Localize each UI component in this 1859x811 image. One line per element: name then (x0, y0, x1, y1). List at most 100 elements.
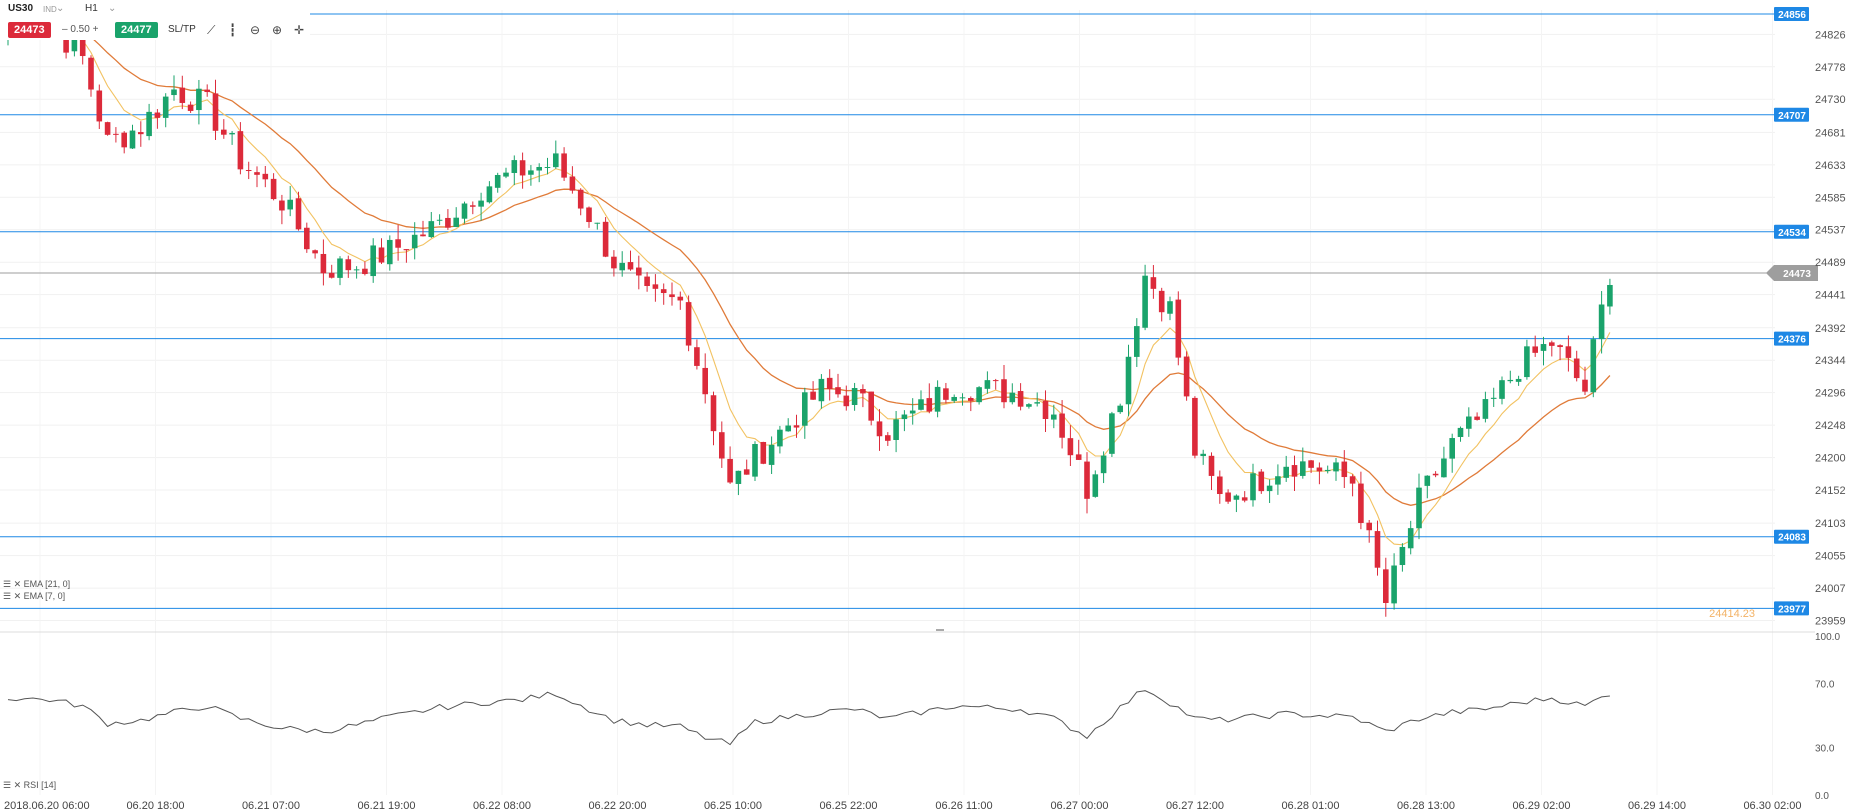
lot-minus-icon[interactable]: – (62, 24, 68, 35)
sell-price-button[interactable]: 24473 (8, 22, 51, 38)
price-tick-label: 24537 (1815, 225, 1846, 237)
candle-body (1416, 487, 1422, 529)
time-axis[interactable]: 2018.06.20 06:00 06.20 18:00 06.21 07:00 06… (4, 800, 1802, 811)
candle-body (901, 414, 908, 420)
zoom-out-icon[interactable]: ⊖ (250, 23, 261, 37)
candle-body (685, 302, 692, 346)
candle-body (569, 176, 576, 191)
rsi-legend-text: RSI [14] (23, 780, 57, 790)
level-tag-bg (1774, 107, 1809, 122)
candle-body (179, 87, 186, 103)
time-tick-label: 06.25 22:00 (819, 800, 877, 811)
candle-body (378, 247, 385, 263)
candle-body (1391, 565, 1397, 604)
candle-body (677, 296, 684, 301)
candle-body (162, 96, 169, 118)
time-tick-label: 06.21 19:00 (357, 800, 415, 811)
candle-body (328, 272, 335, 278)
candle-body (777, 429, 783, 447)
candle-body (1308, 460, 1314, 468)
candle-body (1192, 397, 1198, 456)
candle-body (1333, 462, 1339, 472)
candle-body (1134, 326, 1140, 357)
candle-body (976, 387, 982, 403)
candle-body (644, 276, 650, 287)
remove-icon[interactable]: ✕ (13, 579, 22, 589)
candle-body (951, 396, 957, 401)
candle-body (1225, 492, 1231, 502)
buy-price-button[interactable]: 24477 (115, 22, 158, 38)
price-tick-label: 24103 (1815, 518, 1846, 530)
price-tick-label: 24489 (1815, 257, 1846, 269)
ema7-legend[interactable]: ☰ ✕ EMA [7, 0] (3, 591, 65, 602)
grid (0, 10, 1815, 795)
candle-body (860, 389, 866, 394)
level-tag-bg (1774, 224, 1809, 239)
candle-body (362, 268, 368, 275)
candle-body (992, 380, 999, 382)
candle-body (295, 198, 302, 230)
time-tick-label: 06.20 18:00 (126, 800, 184, 811)
candle-body (204, 89, 210, 93)
lot-plus-icon[interactable]: + (92, 24, 99, 35)
sltp-button[interactable]: SL/TP (168, 24, 196, 35)
candle-body (1449, 438, 1455, 459)
candle-body (71, 38, 78, 52)
candle-body (760, 441, 767, 464)
level-tag: 23977 (1778, 604, 1806, 615)
candle-body (1349, 476, 1356, 484)
drag-handle-icon[interactable]: ☰ (3, 780, 12, 790)
symbol-dropdown-icon[interactable]: ⌄ (56, 3, 65, 14)
candle-body (461, 203, 468, 219)
timeframe-selector[interactable]: H1 (85, 3, 98, 14)
rsi-panel: 100.0 70.0 30.0 0.0 (7, 632, 1840, 802)
candle-body (1607, 284, 1613, 307)
zoom-in-icon[interactable]: ⊕ (272, 23, 283, 37)
time-tick-label: 2018.06.20 06:00 (4, 800, 90, 811)
candle-body (768, 444, 775, 465)
ema7-legend-text: EMA [7, 0] (23, 591, 66, 601)
time-tick-label: 06.26 11:00 (935, 800, 992, 811)
candle-body (984, 380, 991, 389)
price-tick-label: 24344 (1815, 355, 1846, 367)
remove-icon[interactable]: ✕ (13, 591, 22, 601)
candle-body (1125, 356, 1132, 405)
candle-body (171, 89, 177, 96)
candle-body (627, 262, 634, 270)
candle-body (934, 386, 941, 412)
candle-body (1158, 290, 1165, 313)
candle-body (1374, 531, 1381, 568)
level-tag-bg (1774, 601, 1809, 616)
candle-body (1075, 454, 1082, 460)
candle-body (1001, 379, 1007, 403)
lot-stepper[interactable]: – 0.50 + (62, 22, 98, 38)
line-chart-icon[interactable]: ⟋ (207, 23, 216, 37)
candle-body (138, 132, 144, 135)
candle-body (221, 129, 227, 135)
candles-icon[interactable]: ┇ (229, 23, 237, 37)
level-tag: 24376 (1778, 335, 1806, 346)
candle-body (1051, 414, 1057, 420)
candle-body (536, 166, 542, 171)
lot-value[interactable]: 0.50 (70, 24, 90, 35)
price-axis[interactable]: 24826 24778 24730 24681 24633 24585 24537 24489… (1815, 29, 1846, 627)
candle-body (1532, 346, 1538, 353)
ema21-line (7, 23, 1611, 506)
price-tick-label: 24200 (1815, 453, 1846, 465)
drag-handle-icon[interactable]: ☰ (3, 591, 12, 601)
drag-handle-icon[interactable]: ☰ (3, 579, 12, 589)
symbol-name[interactable]: US30 (8, 3, 34, 14)
rsi-legend[interactable]: ☰ ✕ RSI [14] (3, 780, 56, 791)
crosshair-icon[interactable]: ✛ (294, 23, 305, 37)
level-tag: 24083 (1778, 533, 1806, 544)
level-tag-bg (1774, 529, 1809, 544)
candle-body (544, 166, 551, 168)
candle-body (710, 395, 717, 432)
candle-body (1167, 301, 1173, 314)
ema21-legend[interactable]: ☰ ✕ EMA [21, 0] (3, 579, 70, 590)
remove-icon[interactable]: ✕ (13, 780, 22, 790)
candle-body (1084, 461, 1090, 499)
timeframe-dropdown-icon[interactable]: ⌄ (108, 3, 117, 14)
candle-body (577, 189, 584, 209)
